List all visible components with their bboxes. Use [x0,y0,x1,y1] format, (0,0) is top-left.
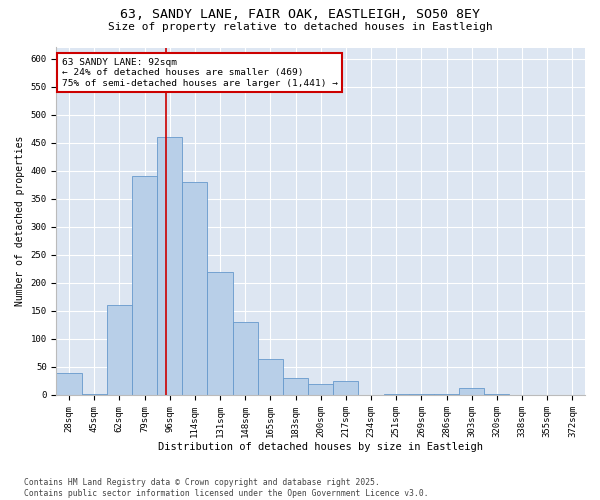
Bar [308,384,333,395]
Bar [56,372,82,395]
Bar [82,394,107,395]
X-axis label: Distribution of detached houses by size in Eastleigh: Distribution of detached houses by size … [158,442,483,452]
Bar [383,394,409,395]
Bar [434,394,459,395]
Bar [459,388,484,395]
Bar [333,381,358,395]
Text: Size of property relative to detached houses in Eastleigh: Size of property relative to detached ho… [107,22,493,32]
Text: 63 SANDY LANE: 92sqm
← 24% of detached houses are smaller (469)
75% of semi-deta: 63 SANDY LANE: 92sqm ← 24% of detached h… [62,58,338,88]
Bar [107,306,132,395]
Text: Contains HM Land Registry data © Crown copyright and database right 2025.
Contai: Contains HM Land Registry data © Crown c… [24,478,428,498]
Bar [409,394,434,395]
Bar [182,182,208,395]
Bar [233,322,258,395]
Bar [283,378,308,395]
Bar [484,394,509,395]
Y-axis label: Number of detached properties: Number of detached properties [15,136,25,306]
Bar [132,176,157,395]
Bar [208,272,233,395]
Bar [258,358,283,395]
Text: 63, SANDY LANE, FAIR OAK, EASTLEIGH, SO50 8EY: 63, SANDY LANE, FAIR OAK, EASTLEIGH, SO5… [120,8,480,20]
Bar [157,137,182,395]
